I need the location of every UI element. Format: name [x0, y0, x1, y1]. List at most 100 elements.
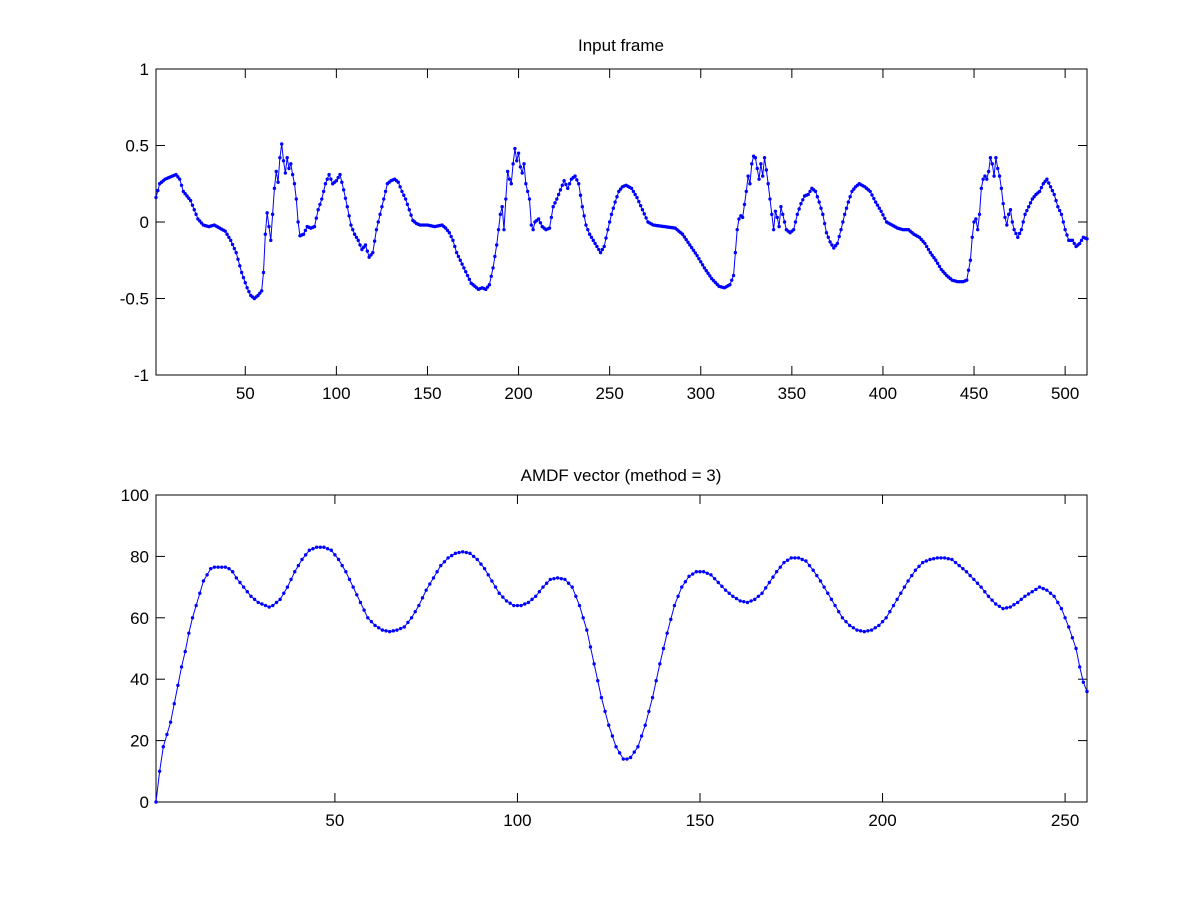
- data-point: [567, 182, 572, 186]
- data-point: [372, 239, 377, 243]
- data-point: [840, 616, 845, 620]
- data-point: [376, 220, 380, 224]
- x-tick-label: 250: [595, 384, 623, 403]
- data-point: [694, 570, 699, 574]
- data-point: [518, 165, 523, 169]
- data-point: [992, 174, 996, 178]
- data-point: [1056, 600, 1060, 605]
- data-point: [1047, 181, 1051, 185]
- data-point: [212, 565, 217, 569]
- data-point: [695, 253, 699, 258]
- data-point: [520, 171, 524, 175]
- data-point: [316, 208, 320, 212]
- data-point: [511, 162, 515, 166]
- data-point: [1010, 220, 1014, 224]
- data-point: [263, 603, 268, 608]
- data-point: [333, 553, 337, 557]
- data-point: [398, 185, 402, 189]
- data-point: [607, 220, 612, 224]
- data-point: [606, 227, 610, 232]
- data-point: [750, 162, 754, 166]
- data-point: [384, 629, 388, 633]
- data-point: [252, 597, 257, 602]
- data-point: [371, 250, 375, 255]
- data-point: [852, 187, 856, 191]
- y-tick-label: 0: [140, 213, 149, 232]
- y-tick-label: 100: [121, 486, 149, 505]
- data-point: [596, 679, 600, 683]
- data-point: [644, 216, 648, 220]
- data-point: [910, 573, 914, 578]
- data-point: [367, 255, 371, 259]
- data-point: [292, 182, 297, 186]
- data-point: [362, 608, 366, 612]
- data-point: [1021, 220, 1025, 224]
- data-point: [322, 545, 326, 549]
- data-point: [979, 186, 984, 191]
- data-point: [526, 600, 531, 605]
- data-point: [701, 570, 706, 574]
- data-point: [704, 268, 708, 273]
- data-point: [906, 579, 910, 583]
- data-point: [997, 604, 1002, 608]
- data-point: [770, 212, 774, 217]
- data-point: [555, 576, 560, 580]
- data-point: [705, 571, 709, 575]
- data-point: [1063, 616, 1067, 620]
- data-point: [1070, 636, 1075, 640]
- data-point: [855, 628, 859, 632]
- data-point: [402, 625, 406, 629]
- data-point: [1052, 192, 1056, 197]
- data-point: [837, 609, 841, 614]
- data-point: [341, 188, 346, 192]
- data-point: [766, 182, 770, 186]
- data-point: [822, 221, 827, 226]
- data-point: [580, 205, 585, 209]
- data-point: [560, 183, 564, 187]
- data-point: [1025, 208, 1029, 213]
- data-point: [391, 629, 396, 633]
- data-point: [1056, 205, 1060, 209]
- data-point: [570, 585, 574, 589]
- data-point: [965, 278, 969, 282]
- data-point: [745, 600, 750, 605]
- data-point: [683, 580, 688, 584]
- data-point: [1079, 238, 1084, 243]
- data-point: [587, 232, 592, 236]
- data-point: [870, 193, 874, 197]
- y-ticks: -1 -0.5 0 0.5 1: [120, 60, 1087, 385]
- data-point: [192, 208, 196, 212]
- data-point: [740, 215, 745, 220]
- x-tick-label: 50: [325, 811, 344, 830]
- data-point: [374, 227, 379, 232]
- data-point: [318, 202, 322, 207]
- data-point: [826, 235, 830, 239]
- data-point: [759, 162, 763, 166]
- data-point: [753, 597, 757, 602]
- data-point: [486, 573, 490, 577]
- data-point: [990, 598, 994, 602]
- data-point: [589, 235, 594, 239]
- data-point: [524, 182, 528, 186]
- data-point: [895, 597, 899, 602]
- data-point: [325, 177, 329, 181]
- data-point: [168, 720, 173, 724]
- data-point: [260, 602, 264, 606]
- data-point: [733, 250, 738, 255]
- data-point: [522, 162, 526, 166]
- data-point: [842, 212, 847, 217]
- data-point: [983, 174, 987, 178]
- data-point: [380, 628, 385, 632]
- data-point: [968, 258, 973, 262]
- data-point: [278, 156, 282, 160]
- data-point: [395, 628, 399, 632]
- data-point: [325, 547, 330, 551]
- data-point: [508, 601, 512, 605]
- data-point: [1019, 597, 1023, 602]
- data-point: [817, 200, 821, 204]
- data-point: [373, 623, 377, 628]
- data-point: [402, 193, 406, 197]
- data-point: [921, 560, 925, 565]
